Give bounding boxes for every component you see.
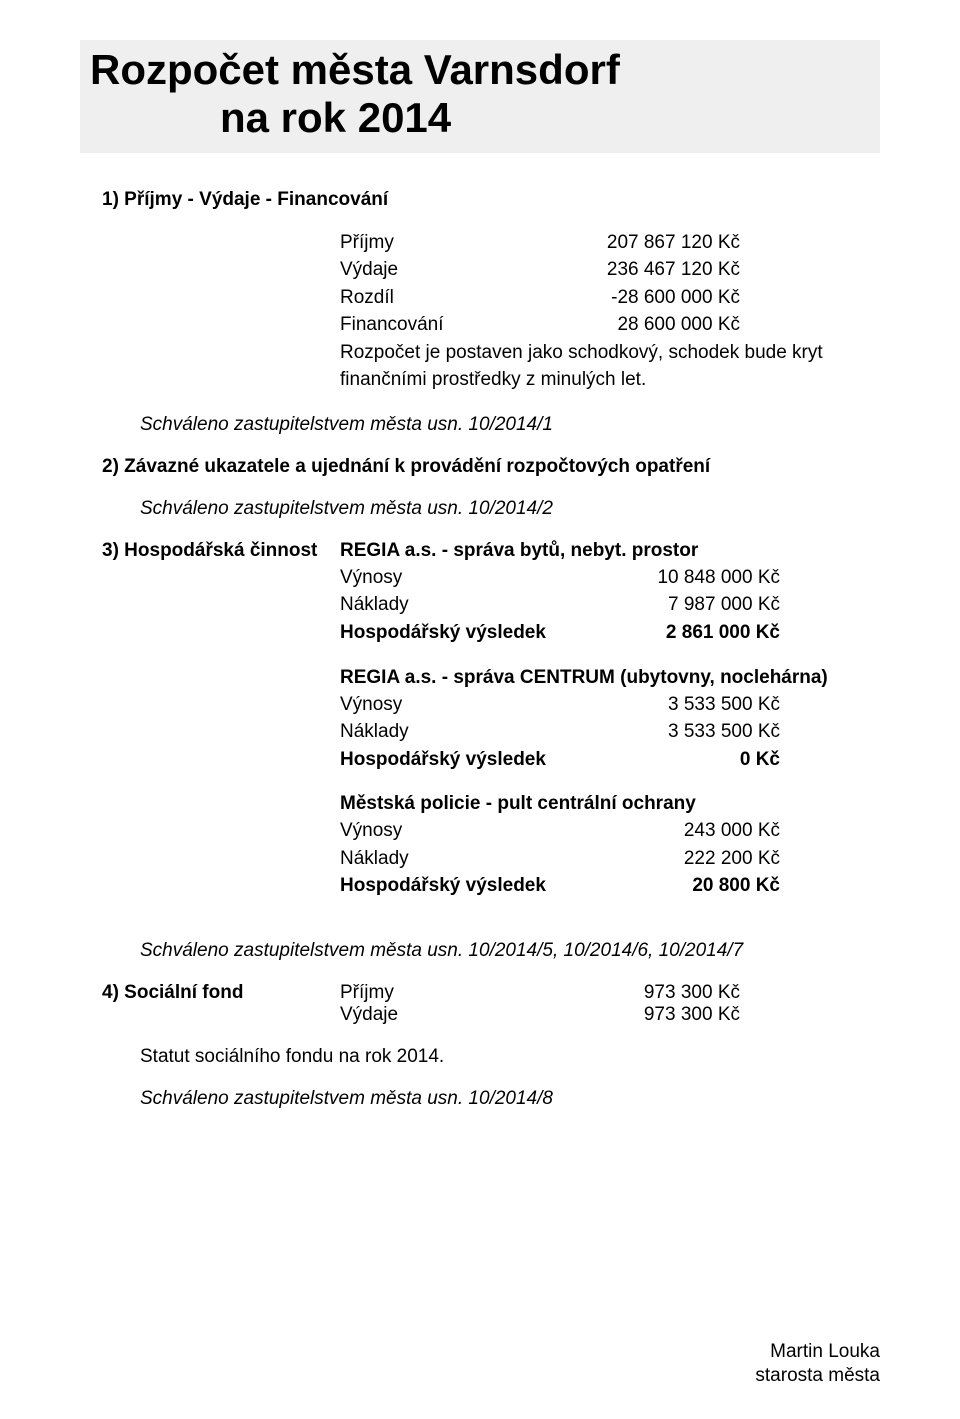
section1-row: Rozdíl -28 600 000 Kč	[340, 284, 880, 312]
section1-row: Výdaje 236 467 120 Kč	[340, 256, 880, 284]
signature-name: Martin Louka	[755, 1340, 880, 1365]
section4-row-label: Výdaje	[340, 1004, 540, 1026]
section1-note-line2: finančními prostředky z minulých let.	[340, 366, 880, 394]
section3-block1: Výnosy 10 848 000 Kč Náklady 7 987 000 K…	[340, 564, 880, 647]
section4-row1: 4) Sociální fond Příjmy 973 300 Kč	[102, 982, 880, 1004]
document-title-line2: na rok 2014	[220, 94, 870, 142]
section2-approval: Schváleno zastupitelstvem města usn. 10/…	[140, 498, 880, 520]
section1-table: Příjmy 207 867 120 Kč Výdaje 236 467 120…	[340, 229, 880, 339]
section3-block3-title: Městská policie - pult centrální ochrany	[340, 793, 880, 815]
kv-label: Náklady	[340, 845, 600, 873]
section1-approval: Schváleno zastupitelstvem města usn. 10/…	[140, 414, 880, 436]
section3-heading-left: 3) Hospodářská činnost	[102, 540, 340, 920]
section3-kv-row: Náklady 3 533 500 Kč	[340, 718, 880, 746]
kv-value: 2 861 000 Kč	[600, 619, 780, 647]
section2-heading: 2) Závazné ukazatele a ujednání k provád…	[102, 456, 880, 478]
section4-heading-left: 4) Sociální fond	[102, 982, 340, 1004]
kv-value: 7 987 000 Kč	[600, 591, 780, 619]
kv-label: Výnosy	[340, 691, 600, 719]
section1-row-label: Financování	[340, 311, 540, 339]
section3-content: REGIA a.s. - správa bytů, nebyt. prostor…	[340, 540, 880, 920]
signature-role: starosta města	[755, 1364, 880, 1389]
section3-kv-row: Výnosy 10 848 000 Kč	[340, 564, 880, 592]
section1-row: Financování 28 600 000 Kč	[340, 311, 880, 339]
kv-label: Náklady	[340, 718, 600, 746]
section1-heading: 1) Příjmy - Výdaje - Financování	[102, 189, 880, 211]
section4-row-value: 973 300 Kč	[540, 1004, 740, 1026]
signature-block: Martin Louka starosta města	[755, 1340, 880, 1389]
section1-note-line1: Rozpočet je postaven jako schodkový, sch…	[340, 339, 880, 367]
kv-label: Náklady	[340, 591, 600, 619]
section4-row-label: Příjmy	[340, 982, 540, 1004]
section1-row-label: Příjmy	[340, 229, 540, 257]
document-title-block: Rozpočet města Varnsdorf na rok 2014	[80, 40, 880, 153]
section4-note: Statut sociálního fondu na rok 2014.	[140, 1046, 880, 1068]
section1-row-label: Rozdíl	[340, 284, 540, 312]
section1-row-label: Výdaje	[340, 256, 540, 284]
section4-row-value: 973 300 Kč	[540, 982, 740, 1004]
document-page: Rozpočet města Varnsdorf na rok 2014 1) …	[0, 0, 960, 1419]
section3-kv-row: Hospodářský výsledek 2 861 000 Kč	[340, 619, 880, 647]
section3-approval: Schváleno zastupitelstvem města usn. 10/…	[140, 940, 880, 962]
section3-row: 3) Hospodářská činnost REGIA a.s. - sprá…	[102, 540, 880, 920]
kv-label: Hospodářský výsledek	[340, 872, 600, 900]
document-title-line1: Rozpočet města Varnsdorf	[90, 46, 870, 94]
kv-value: 3 533 500 Kč	[600, 718, 780, 746]
kv-value: 3 533 500 Kč	[600, 691, 780, 719]
section3-kv-row: Náklady 222 200 Kč	[340, 845, 880, 873]
section3-kv-row: Hospodářský výsledek 0 Kč	[340, 746, 880, 774]
kv-label: Hospodářský výsledek	[340, 746, 600, 774]
kv-label: Výnosy	[340, 564, 600, 592]
kv-label: Hospodářský výsledek	[340, 619, 600, 647]
section3-block3: Výnosy 243 000 Kč Náklady 222 200 Kč Hos…	[340, 817, 880, 900]
section3-kv-row: Výnosy 3 533 500 Kč	[340, 691, 880, 719]
section4-row2: Výdaje 973 300 Kč	[102, 1004, 880, 1026]
section3-kv-row: Hospodářský výsledek 20 800 Kč	[340, 872, 880, 900]
kv-label: Výnosy	[340, 817, 600, 845]
section3-kv-row: Výnosy 243 000 Kč	[340, 817, 880, 845]
section3-block2-title: REGIA a.s. - správa CENTRUM (ubytovny, n…	[340, 667, 880, 689]
kv-value: 222 200 Kč	[600, 845, 780, 873]
section1-row: Příjmy 207 867 120 Kč	[340, 229, 880, 257]
section3-kv-row: Náklady 7 987 000 Kč	[340, 591, 880, 619]
kv-value: 20 800 Kč	[600, 872, 780, 900]
section1-row-value: 236 467 120 Kč	[540, 256, 740, 284]
section1-row-value: 207 867 120 Kč	[540, 229, 740, 257]
kv-value: 0 Kč	[600, 746, 780, 774]
section4-spacer	[102, 1004, 340, 1026]
section3-block2: Výnosy 3 533 500 Kč Náklady 3 533 500 Kč…	[340, 691, 880, 774]
kv-value: 10 848 000 Kč	[600, 564, 780, 592]
section3-block1-title: REGIA a.s. - správa bytů, nebyt. prostor	[340, 540, 880, 562]
section1-row-value: -28 600 000 Kč	[540, 284, 740, 312]
kv-value: 243 000 Kč	[600, 817, 780, 845]
section1-row-value: 28 600 000 Kč	[540, 311, 740, 339]
section4-approval: Schváleno zastupitelstvem města usn. 10/…	[140, 1088, 880, 1110]
